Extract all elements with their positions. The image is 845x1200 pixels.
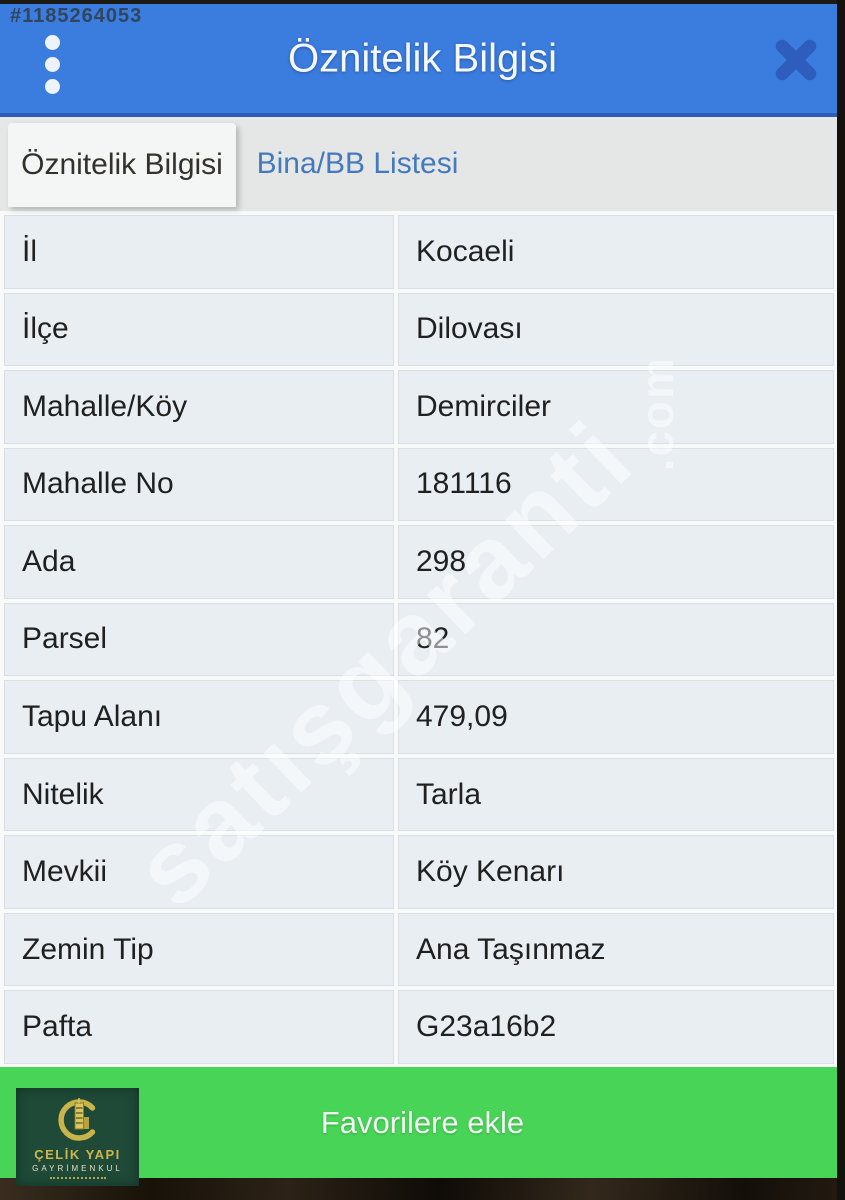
attribute-label-cell: Zemin Tip (4, 912, 394, 987)
tab-bar: Öznitelik Bilgisi Bina/BB Listesi (0, 117, 845, 211)
attribute-value-cell: 298 (398, 525, 834, 599)
close-icon[interactable] (769, 33, 823, 87)
dot (45, 57, 60, 72)
attribute-label-cell: Pafta (4, 990, 394, 1064)
menu-dots-icon[interactable] (45, 35, 60, 94)
attribute-label-cell: Mahalle No (4, 447, 394, 522)
attribute-value-cell: Demirciler (398, 370, 834, 444)
photo-edge-right (837, 0, 845, 1200)
attribute-label-cell: Ada (4, 525, 394, 599)
attribute-label-cell: İl (4, 215, 394, 289)
photo-edge-top (0, 0, 845, 4)
attribute-value-cell: 82 (398, 602, 834, 677)
attribute-value-cell: Kocaeli (398, 215, 834, 289)
attribute-value-cell: Köy Kenarı (398, 835, 834, 909)
attribute-label-cell: İlçe (4, 292, 394, 367)
photo-id-overlay: #1185264053 (10, 5, 143, 27)
attribute-label-cell: Nitelik (4, 757, 394, 832)
brand-subtitle: GAYRİMENKUL (32, 1164, 123, 1173)
attribute-label-cell: Parsel (4, 602, 394, 677)
dialog-title: Öznitelik Bilgisi (288, 35, 557, 80)
attribute-value-cell: Tarla (398, 757, 834, 832)
dot (45, 79, 60, 94)
brand-decoration-dots (49, 1177, 106, 1179)
attribute-value-cell: Ana Taşınmaz (398, 912, 834, 987)
tab-oznitelik-bilgisi[interactable]: Öznitelik Bilgisi (8, 123, 236, 207)
attribute-value-cell: 479,09 (398, 680, 834, 754)
attribute-value-cell: Dilovası (398, 292, 834, 367)
attribute-table: İl Kocaeli İlçe Dilovası Mahalle/Köy Dem… (0, 211, 845, 1068)
photo-strip-bottom (0, 1178, 845, 1200)
brand-c-building-icon (57, 1098, 95, 1141)
attribute-label-cell: Mevkii (4, 835, 394, 909)
attribute-value-cell: 181116 (398, 447, 834, 522)
add-to-favorites-button[interactable]: Favorilere ekle (0, 1067, 845, 1178)
attribute-label-cell: Mahalle/Köy (4, 370, 394, 444)
brand-name: ÇELİK YAPI (34, 1147, 121, 1162)
dot (45, 35, 60, 50)
dialog-header: Öznitelik Bilgisi (0, 0, 845, 117)
tab-bina-bb-listesi[interactable]: Bina/BB Listesi (256, 147, 459, 180)
brand-logo: ÇELİK YAPI GAYRİMENKUL (16, 1088, 139, 1186)
attribute-value-cell: G23a16b2 (398, 990, 834, 1064)
attribute-label-cell: Tapu Alanı (4, 680, 394, 754)
